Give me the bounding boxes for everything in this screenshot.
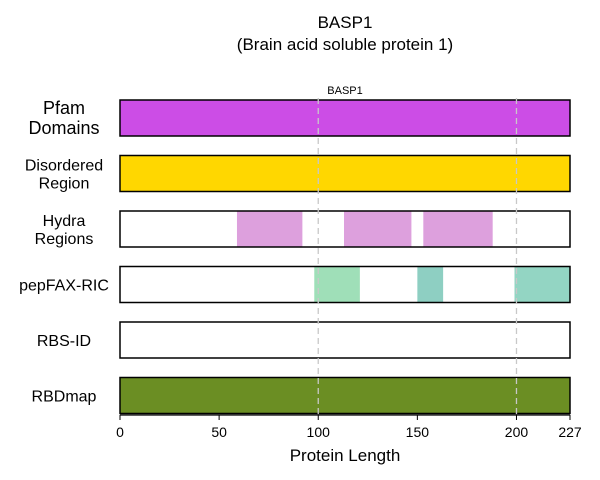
x-tick-label: 227 — [558, 424, 582, 440]
x-tick-label: 100 — [307, 424, 331, 440]
track-segment — [236, 211, 303, 247]
x-axis-title: Protein Length — [290, 446, 401, 465]
track-label-line: Domains — [28, 118, 99, 138]
track-segment — [514, 266, 570, 303]
track-label: RBDmap — [32, 389, 97, 406]
track-segment — [120, 100, 570, 136]
track-border — [119, 376, 571, 415]
chart-title: BASP1 — [318, 13, 373, 32]
track-label: pepFAX-RIC — [19, 278, 109, 295]
track-label-line: Disordered — [25, 158, 103, 175]
track-segment — [423, 211, 493, 247]
track-segment — [120, 155, 570, 192]
track-label-line: Hydra — [43, 213, 86, 230]
x-tick-label: 200 — [505, 424, 529, 440]
x-tick-label: 150 — [406, 424, 430, 440]
track-segment — [120, 377, 570, 414]
track-segment — [344, 211, 412, 247]
domain-label: BASP1 — [327, 85, 362, 97]
track-segment — [314, 266, 360, 303]
gridlines — [317, 98, 518, 415]
track-label: Disordered Region — [25, 158, 103, 193]
track-label: RBS-ID — [37, 333, 91, 350]
track-border — [119, 210, 571, 248]
track-border — [119, 265, 571, 304]
x-tick-label: 50 — [211, 424, 227, 440]
track-label: Pfam Domains — [28, 98, 99, 138]
track-background — [120, 322, 570, 358]
track-border — [119, 99, 571, 137]
track-label-line: RBS-ID — [37, 333, 91, 350]
chart-subtitle: (Brain acid soluble protein 1) — [237, 35, 453, 54]
track-border — [119, 321, 571, 359]
x-axis: 0 50 100 150 200 227 — [116, 414, 582, 440]
track-label-line: RBDmap — [32, 389, 97, 406]
track-label-line: pepFAX-RIC — [19, 278, 109, 295]
track-border — [119, 154, 571, 193]
track-label-line: Pfam — [43, 98, 85, 118]
track-segment — [417, 266, 444, 303]
x-tick-label: 0 — [116, 424, 124, 440]
track-label-line: Region — [39, 176, 90, 193]
track-label: Hydra Regions — [35, 213, 94, 248]
track-label-line: Regions — [35, 231, 94, 248]
